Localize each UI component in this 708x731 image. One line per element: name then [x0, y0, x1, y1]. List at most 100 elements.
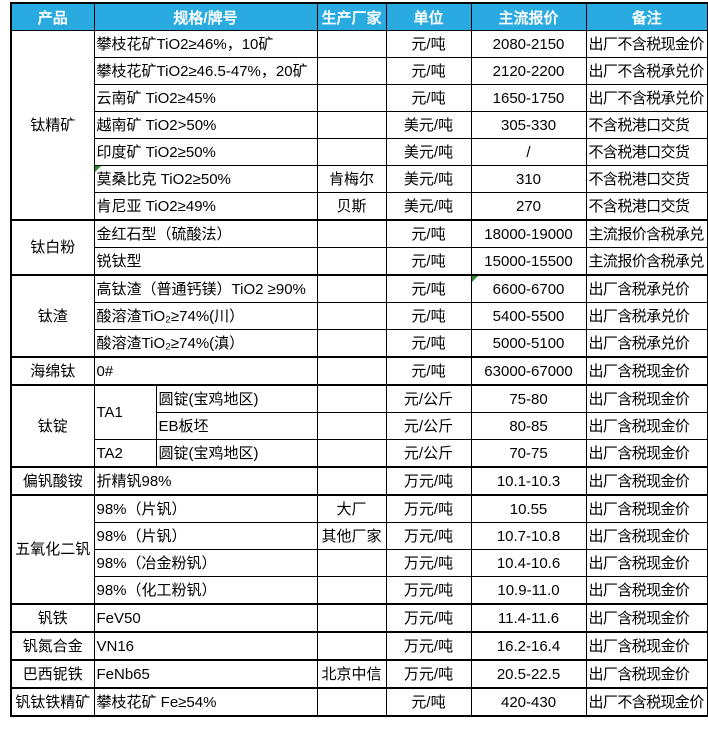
cell-spec: 攀枝花矿TiO2≥46%，10矿 [93, 30, 318, 58]
green-triangle-icon [95, 166, 101, 172]
cell-text: 出厂含税现金价 [588, 417, 690, 435]
cell-text: 不含税港口交货 [588, 170, 690, 188]
cell-note: 出厂含税现金价 [585, 576, 708, 605]
cell-mfr [316, 466, 387, 496]
price-table: 产品 规格/牌号 生产厂家 单位 主流报价 备注 钛精矿 攀枝花矿TiO2≥46%… [10, 2, 708, 717]
cell-price: 10.7-10.8 [470, 522, 587, 550]
table-row: 印度矿 TiO2≥50% 美元/吨 / 不含税港口交货 [11, 138, 708, 166]
table-row: TA2 圆锭(宝鸡地区) 元/公斤 70-75 出厂含税现金价 [11, 439, 708, 468]
col-header-manufacturer: 生产厂家 [316, 2, 387, 31]
cell-unit: 元/吨 [385, 219, 472, 248]
cell-text: 18000-19000 [484, 225, 573, 243]
cell-text: 偏钒酸铵 [22, 472, 83, 490]
cell-product: 钒氮合金 [10, 631, 95, 661]
cell-text: 肯尼亚 TiO2≥49% [96, 197, 216, 215]
col-header-price: 主流报价 [470, 2, 587, 31]
cell-spec: 折精钒98% [93, 466, 318, 496]
cell-text: 98%（冶金粉钒） [96, 554, 217, 572]
cell-price: 16.2-16.4 [470, 631, 587, 661]
cell-text: 美元/吨 [403, 143, 454, 161]
cell-note: 主流报价含税承兑 [585, 247, 708, 276]
cell-text: 不含税港口交货 [588, 197, 690, 215]
cell-unit: 万元/吨 [385, 631, 472, 661]
cell-note: 出厂含税现金价 [585, 659, 708, 689]
cell-specA: TA2 [93, 439, 157, 468]
cell-note: 出厂含税现金价 [585, 439, 708, 468]
table-header-row: 产品 规格/牌号 生产厂家 单位 主流报价 备注 [10, 2, 708, 31]
cell-mfr [316, 603, 387, 633]
cell-note: 出厂含税现金价 [585, 466, 708, 496]
cell-spec: FeNb65 [93, 659, 318, 689]
cell-price: 1650-1750 [470, 84, 587, 112]
cell-spec: 越南矿 TiO2>50% [93, 111, 318, 139]
cell-mfr [316, 138, 387, 166]
cell-product: 钛渣 [10, 274, 95, 358]
cell-text: 元/吨 [411, 225, 446, 243]
cell-text: 10.1-10.3 [496, 472, 561, 490]
cell-spec: 98%（化工粉钒） [93, 576, 318, 605]
cell-text: EB板坯 [158, 417, 209, 435]
cell-text: 折精钒98% [96, 472, 172, 490]
cell-text: 云南矿 TiO2≥45% [96, 89, 216, 107]
cell-note: 不含税港口交货 [585, 111, 708, 139]
cell-text: 98%（化工粉钒） [96, 581, 217, 599]
cell-unit: 元/吨 [385, 57, 472, 85]
cell-text: 攀枝花矿 Fe≥54% [96, 693, 217, 711]
cell-unit: 万元/吨 [385, 603, 472, 633]
cell-price: 70-75 [470, 439, 587, 468]
cell-text: 肯梅尔 [329, 170, 375, 188]
cell-unit: 万元/吨 [385, 549, 472, 577]
cell-text: 金红石型（硫酸法） [96, 225, 232, 243]
cell-text: 大厂 [336, 500, 367, 518]
cell-spec: 印度矿 TiO2≥50% [93, 138, 318, 166]
cell-mfr [316, 631, 387, 661]
cell-spec: VN16 [93, 631, 318, 661]
cell-text: 出厂不含税承兑价 [588, 62, 705, 80]
cell-text: 莫桑比克 TiO2≥50% [96, 170, 231, 188]
cell-text: 其他厂家 [321, 527, 382, 545]
cell-price: 10.9-11.0 [470, 576, 587, 605]
cell-text: 元/吨 [411, 307, 446, 325]
cell-text: 钛白粉 [30, 239, 76, 256]
cell-price: 75-80 [470, 384, 587, 413]
cell-text: 元/吨 [411, 62, 446, 80]
cell-product: 钛白粉 [10, 219, 95, 276]
cell-text: 钛锭 [37, 417, 68, 435]
cell-text: 巴西铌铁 [22, 665, 83, 683]
cell-text: 元/吨 [411, 362, 446, 380]
cell-text: 2080-2150 [492, 35, 565, 53]
cell-text: 万元/吨 [403, 637, 454, 655]
col-header-spec: 规格/牌号 [93, 2, 318, 31]
cell-mfr: 其他厂家 [316, 522, 387, 550]
cell-mfr [316, 576, 387, 605]
cell-text: FeV50 [96, 609, 141, 627]
cell-note: 主流报价含税承兑 [585, 219, 708, 248]
cell-text: 万元/吨 [403, 554, 454, 572]
cell-text: 元/吨 [411, 280, 446, 298]
cell-unit: 元/吨 [385, 302, 472, 330]
cell-price: / [470, 138, 587, 166]
green-triangle-icon [472, 276, 478, 282]
cell-price: 10.4-10.6 [470, 549, 587, 577]
cell-text: 出厂含税现金价 [588, 444, 690, 462]
cell-unit: 元/公斤 [385, 439, 472, 468]
table-row: 莫桑比克 TiO2≥50% 肯梅尔 美元/吨 310 不含税港口交货 [11, 165, 708, 193]
cell-text: 美元/吨 [403, 116, 454, 134]
cell-product: 五氧化二钒 [10, 494, 95, 605]
table-row: 海绵钛 0# 元/吨 63000-67000 出厂含税现金价 [10, 356, 708, 386]
cell-text: 万元/吨 [403, 527, 454, 545]
cell-text: 酸溶渣TiO₂≥74%(滇） [96, 334, 245, 352]
cell-spec: 酸溶渣TiO₂≥74%(川） [93, 302, 318, 330]
cell-mfr: 贝斯 [316, 192, 387, 221]
cell-spec: 莫桑比克 TiO2≥50% [93, 165, 318, 193]
cell-text: 420-430 [500, 693, 557, 711]
cell-mfr [316, 549, 387, 577]
cell-text: 5000-5100 [492, 334, 565, 352]
table-row: 肯尼亚 TiO2≥49% 贝斯 美元/吨 270 不含税港口交货 [11, 192, 708, 221]
table-row: 钒钛铁精矿 攀枝花矿 Fe≥54% 元/吨 420-430 出厂不含税现金价 [10, 687, 708, 717]
cell-price: 305-330 [470, 111, 587, 139]
cell-spec: 云南矿 TiO2≥45% [93, 84, 318, 112]
cell-unit: 万元/吨 [385, 659, 472, 689]
cell-price: 2080-2150 [470, 30, 587, 58]
cell-unit: 美元/吨 [385, 165, 472, 193]
